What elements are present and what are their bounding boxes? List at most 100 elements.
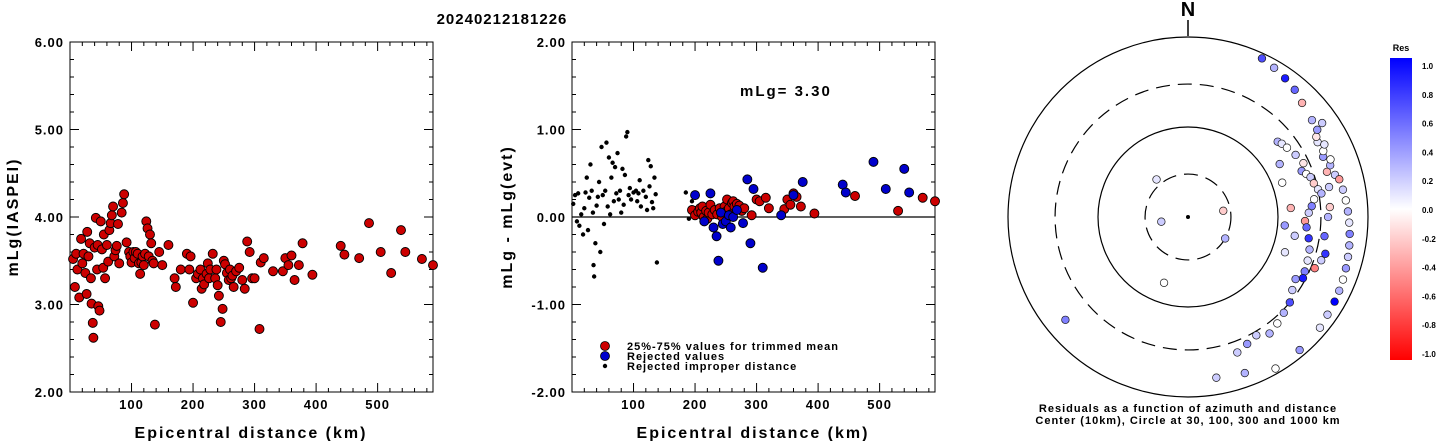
rejected-point xyxy=(705,188,716,199)
magnitude-point xyxy=(184,264,195,275)
improper-distance-point xyxy=(599,144,604,150)
panel-magnitude-vs-distance: 2.00 3.00 4.00 5.00 6.00 100 200 300 400 500 Epi… xyxy=(5,35,438,441)
improper-distance-point xyxy=(585,227,591,233)
station-point xyxy=(1321,249,1330,258)
improper-distance-point xyxy=(614,191,619,196)
improper-distance-point xyxy=(686,216,692,221)
colorbar-tick-label: 0.8 xyxy=(1422,91,1434,100)
data-points xyxy=(571,129,940,279)
map-caption-line-2: Center (10km), Circle at 30, 100, 300 an… xyxy=(1035,415,1340,427)
trimmed-mean-point xyxy=(893,205,904,216)
station-point xyxy=(1313,125,1322,134)
trimmed-mean-point xyxy=(850,191,860,201)
colorbar-tick-label: 1.0 xyxy=(1422,62,1434,71)
magnitude-point xyxy=(293,260,304,271)
station-point xyxy=(1269,63,1279,72)
improper-distance-point xyxy=(601,221,607,227)
magnitude-point xyxy=(228,282,239,292)
x-tick-label: 400 xyxy=(304,397,329,412)
colorbar-tick-label: -0.4 xyxy=(1422,264,1436,273)
colorbar-tick-label: -0.6 xyxy=(1422,292,1436,301)
station-point xyxy=(1338,275,1348,284)
y-tick-label: 2.00 xyxy=(35,385,64,400)
improper-distance-point xyxy=(683,190,689,195)
center-marker xyxy=(1186,215,1190,219)
station-point xyxy=(1286,203,1295,213)
x-tick-label: 300 xyxy=(744,397,769,412)
y-tick-label: 3.00 xyxy=(35,298,64,313)
colorbar-gradient xyxy=(1390,58,1412,360)
station-point xyxy=(1288,285,1297,295)
magnitude-point xyxy=(175,264,186,275)
station-point xyxy=(1295,345,1304,355)
magnitude-point xyxy=(163,240,174,250)
colorbar-tick-label: 0.6 xyxy=(1422,120,1434,129)
improper-distance-point xyxy=(644,207,650,213)
station-point xyxy=(1303,256,1312,265)
improper-distance-point xyxy=(636,191,641,196)
trimmed-mean-point xyxy=(785,199,796,210)
colorbar-tick-label: -1.0 xyxy=(1422,350,1436,359)
improper-distance-point xyxy=(589,188,594,193)
improper-distance-point xyxy=(626,192,631,198)
station-point xyxy=(1252,331,1261,340)
station-point xyxy=(1309,195,1319,204)
improper-distance-point xyxy=(638,204,644,209)
improper-distance-point xyxy=(611,199,617,204)
x-axis-label: Epicentral distance (km) xyxy=(637,425,870,441)
station-point xyxy=(1304,208,1313,217)
station-point xyxy=(1341,196,1350,205)
magnitude-point xyxy=(146,238,157,249)
rejected-point xyxy=(711,231,722,242)
improper-distance-point xyxy=(610,160,615,165)
legend-label-improper: Rejected improper distance xyxy=(627,361,797,373)
improper-distance-point xyxy=(594,203,599,208)
improper-distance-point xyxy=(643,194,649,200)
magnitude-point xyxy=(185,251,196,262)
station-point xyxy=(1315,323,1325,332)
magnitude-point xyxy=(339,249,350,260)
legend-marker-trimmed xyxy=(600,341,610,351)
magnitude-point xyxy=(335,240,346,251)
x-tick-label: 400 xyxy=(806,397,831,412)
improper-distance-point xyxy=(575,191,581,196)
magnitude-point xyxy=(117,198,128,208)
magnitude-point xyxy=(211,264,222,275)
improper-distance-point xyxy=(651,206,656,211)
y-tick-label: -2.00 xyxy=(531,385,566,400)
magnitude-point xyxy=(400,247,411,257)
north-label: N xyxy=(1181,0,1195,21)
station-point xyxy=(1280,248,1290,257)
ring-100km xyxy=(1097,126,1279,308)
improper-distance-point xyxy=(641,188,646,193)
magnitude-point xyxy=(157,260,168,271)
station-point xyxy=(1221,234,1230,243)
rejected-point xyxy=(725,222,736,233)
station-point xyxy=(1323,212,1333,222)
improper-distance-point xyxy=(689,199,695,204)
station-point xyxy=(1305,245,1314,254)
colorbar-title: Res xyxy=(1393,43,1410,53)
improper-distance-point xyxy=(649,199,655,205)
magnitude-point xyxy=(207,248,218,259)
magnitude-point xyxy=(154,247,165,257)
improper-distance-point xyxy=(612,164,618,170)
station-point xyxy=(1335,286,1344,295)
rejected-point xyxy=(708,222,719,233)
station-point xyxy=(1061,315,1070,325)
magnitude-point xyxy=(145,229,155,240)
improper-distance-point xyxy=(591,262,596,268)
rejected-point xyxy=(738,218,748,229)
legend-marker-rejected xyxy=(600,351,610,361)
improper-distance-point xyxy=(579,212,584,217)
x-axis-ticks: 100 200 300 400 500 xyxy=(81,42,428,412)
magnitude-point xyxy=(85,273,96,284)
magnitude-point xyxy=(283,260,294,271)
magnitude-point xyxy=(108,201,119,212)
magnitude-point xyxy=(297,238,308,249)
y-tick-label: 5.00 xyxy=(35,123,64,138)
station-point xyxy=(1326,155,1335,164)
station-point xyxy=(1324,182,1334,192)
y-tick-label: 2.00 xyxy=(537,35,566,50)
